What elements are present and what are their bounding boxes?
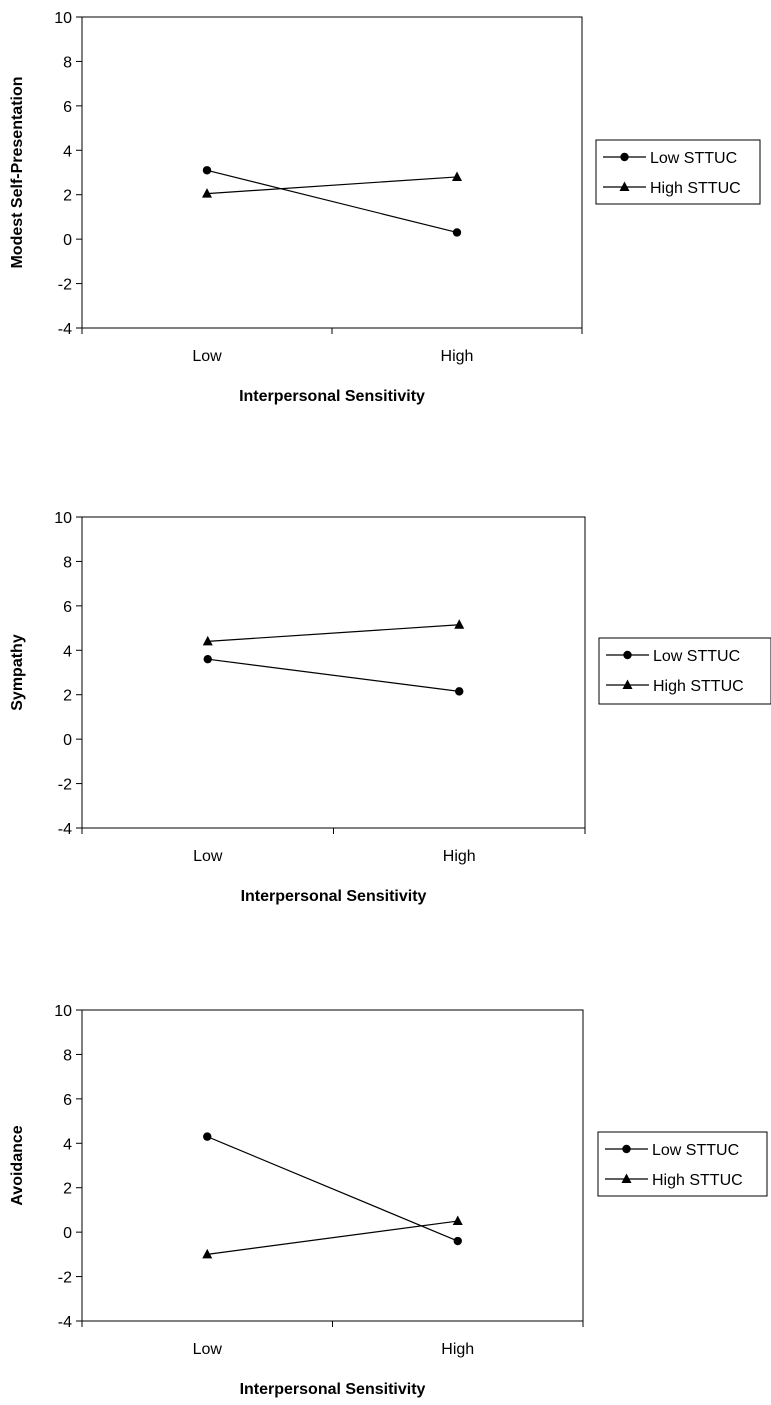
x-tick-label: High xyxy=(441,348,474,365)
data-point xyxy=(454,619,465,629)
chart-modest-self-presentation: -4 -2 0 2 4 6 8 10 Low High Interpersonal Sensitiv… xyxy=(0,0,771,410)
y-tick-label: 4 xyxy=(63,143,72,160)
legend-marker xyxy=(620,152,629,162)
y-tick-label: 0 xyxy=(63,1225,72,1242)
data-point xyxy=(455,687,464,696)
x-axis-title: Interpersonal Sensitivity xyxy=(239,388,425,405)
series-low-sttuc xyxy=(203,1132,462,1246)
data-point xyxy=(452,171,462,181)
series-line xyxy=(207,658,460,692)
y-axis-title: Modest Self-Presentation xyxy=(9,76,26,268)
series-line xyxy=(206,169,458,234)
y-tick-label: -2 xyxy=(58,1270,72,1287)
data-point xyxy=(202,1248,213,1259)
y-tick-label: 0 xyxy=(63,232,72,249)
y-tick-label: 6 xyxy=(63,99,72,116)
series-line xyxy=(207,1220,458,1255)
y-tick-label: 10 xyxy=(54,10,72,27)
legend-box xyxy=(597,1131,768,1197)
chart-svg: -4 -2 0 2 4 6 8 10 Low High Interpersonal Sensitiv… xyxy=(9,10,761,405)
data-point xyxy=(452,228,462,237)
y-tick-label: -4 xyxy=(58,821,72,838)
legend-label: Low STTUC xyxy=(650,150,737,167)
legend-marker xyxy=(622,679,633,689)
x-axis-title: Interpersonal Sensitivity xyxy=(240,1381,426,1398)
y-tick-label: 2 xyxy=(63,688,72,705)
series-high-sttuc xyxy=(202,619,465,646)
legend-label: High STTUC xyxy=(652,1172,743,1189)
y-axis-title: Avoidance xyxy=(9,1125,26,1205)
y-tick-label: 8 xyxy=(63,54,72,71)
y-tick-label: 0 xyxy=(63,732,72,749)
y-axis-title: Sympathy xyxy=(9,634,26,711)
y-tick-label: 4 xyxy=(63,1136,72,1153)
legend-label: Low STTUC xyxy=(652,1142,739,1159)
data-point xyxy=(203,1132,212,1141)
data-point xyxy=(202,166,212,175)
y-tick-label: 8 xyxy=(63,554,72,571)
legend-marker xyxy=(622,1144,631,1154)
data-point xyxy=(203,654,212,664)
legend-marker xyxy=(623,650,632,660)
plot-area xyxy=(81,16,583,329)
legend: Low STTUC High STTUC xyxy=(598,637,771,705)
x-tick-label: Low xyxy=(193,1341,223,1358)
legend-box xyxy=(598,637,771,705)
data-point xyxy=(202,635,213,646)
y-tick-label: 10 xyxy=(54,1003,72,1020)
series-line xyxy=(207,1136,458,1242)
y-tick-label: -2 xyxy=(58,277,72,294)
series-line xyxy=(207,624,460,642)
legend-box xyxy=(595,139,761,205)
x-axis-title: Interpersonal Sensitivity xyxy=(241,888,427,905)
legend-marker xyxy=(621,1173,632,1183)
y-tick-label: -2 xyxy=(58,777,72,794)
series-low-sttuc xyxy=(203,654,464,696)
chart-svg: -4 -2 0 2 4 6 8 10 Low High Interpersonal Sensitiv… xyxy=(9,1003,768,1398)
y-tick-label: 8 xyxy=(63,1047,72,1064)
data-point xyxy=(452,1215,463,1226)
legend: Low STTUC High STTUC xyxy=(595,139,761,205)
plot-area xyxy=(81,1009,584,1322)
legend-label: High STTUC xyxy=(653,678,744,695)
legend-marker xyxy=(619,181,630,191)
data-point xyxy=(202,188,212,198)
y-tick-label: -4 xyxy=(58,321,72,338)
series-low-sttuc xyxy=(202,166,462,237)
x-tick-label: High xyxy=(441,1341,474,1358)
y-tick-label: 10 xyxy=(54,510,72,527)
y-tick-label: 2 xyxy=(63,1181,72,1198)
x-tick-label: Low xyxy=(193,848,223,865)
series-high-sttuc xyxy=(202,171,462,198)
chart-sympathy: -4 -2 0 2 4 6 8 10 Low High Interpersonal Sensitiv… xyxy=(0,500,771,910)
series-line xyxy=(206,176,458,195)
plot-area xyxy=(81,516,586,829)
legend: Low STTUC High STTUC xyxy=(597,1131,768,1197)
y-tick-label: -4 xyxy=(58,1314,72,1331)
y-tick-label: 2 xyxy=(63,188,72,205)
y-tick-label: 6 xyxy=(63,1092,72,1109)
y-tick-label: 6 xyxy=(63,599,72,616)
x-tick-label: Low xyxy=(192,348,222,365)
y-tick-label: 4 xyxy=(63,643,72,660)
data-point xyxy=(453,1236,462,1246)
legend-label: High STTUC xyxy=(650,180,741,197)
chart-svg: -4 -2 0 2 4 6 8 10 Low High Interpersonal Sensitiv… xyxy=(9,510,771,905)
chart-avoidance: -4 -2 0 2 4 6 8 10 Low High Interpersonal Sensitiv… xyxy=(0,993,771,1403)
series-high-sttuc xyxy=(202,1215,463,1259)
x-tick-label: High xyxy=(443,848,476,865)
legend-label: Low STTUC xyxy=(653,648,740,665)
